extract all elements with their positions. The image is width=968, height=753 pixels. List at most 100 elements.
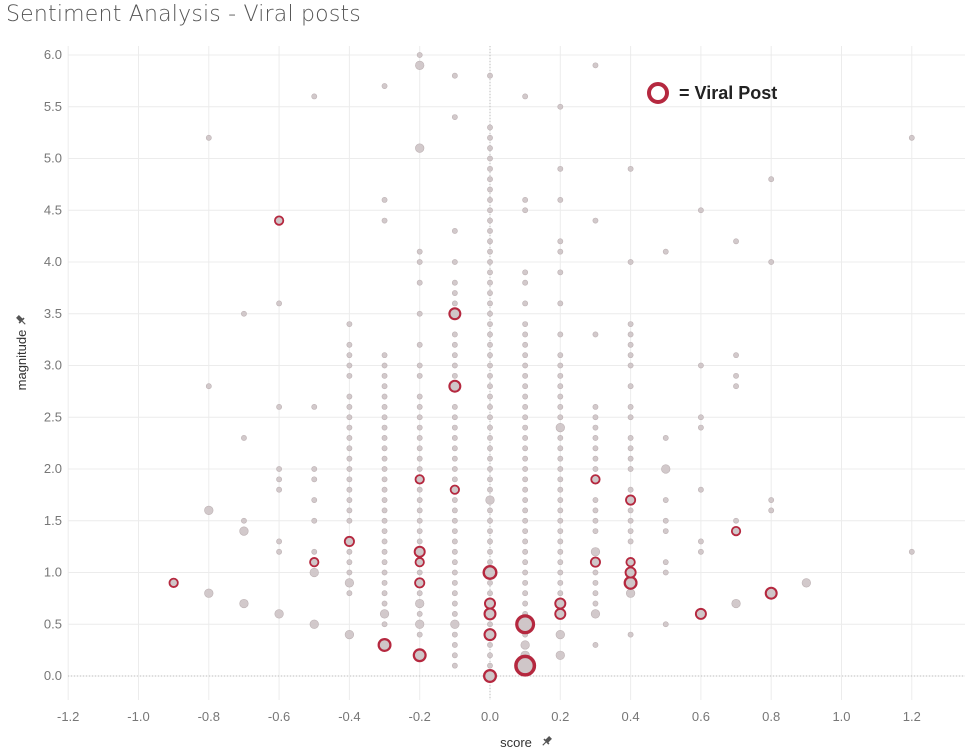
- zero-lines: [68, 46, 965, 700]
- y-tick-label: 3.0: [44, 358, 62, 373]
- x-tick-label: -0.2: [408, 709, 430, 724]
- data-point: [698, 548, 704, 555]
- data-point: [487, 548, 493, 555]
- viral-point: [168, 577, 179, 588]
- data-point: [276, 486, 282, 493]
- data-point: [592, 497, 599, 503]
- data-point: [346, 341, 353, 348]
- data-point: [346, 590, 353, 597]
- data-point: [557, 393, 564, 400]
- data-point: [487, 372, 493, 379]
- data-point: [487, 621, 493, 628]
- data-point: [487, 507, 493, 514]
- data-point: [451, 528, 458, 534]
- data-point: [451, 300, 458, 307]
- data-point: [451, 331, 458, 338]
- data-point: [416, 611, 423, 617]
- data-point: [487, 528, 493, 534]
- data-point: [627, 631, 634, 638]
- data-point: [592, 528, 599, 534]
- data-point: [416, 507, 423, 514]
- data-point: [522, 331, 529, 338]
- data-point: [381, 217, 388, 224]
- data-point: [627, 455, 634, 462]
- data-point: [522, 528, 529, 534]
- data-point: [627, 435, 634, 441]
- data-point: [204, 588, 214, 598]
- legend: = Viral Post: [647, 82, 777, 104]
- data-point: [346, 352, 353, 359]
- y-axis-pin-icon[interactable]: [15, 314, 28, 327]
- data-point: [698, 424, 704, 431]
- data-point: [487, 393, 493, 400]
- data-point: [346, 362, 353, 369]
- viral-point: [309, 557, 320, 568]
- data-point: [592, 590, 599, 597]
- data-point: [522, 590, 529, 597]
- data-point: [557, 590, 564, 597]
- y-tick-label: 0.0: [44, 668, 62, 683]
- viral-point: [377, 637, 392, 652]
- data-point: [451, 414, 458, 421]
- data-point: [239, 598, 249, 609]
- data-point: [451, 362, 458, 369]
- data-point: [416, 279, 423, 286]
- data-point: [451, 455, 458, 462]
- data-point: [768, 259, 775, 265]
- viral-point: [413, 545, 426, 558]
- data-point: [451, 445, 458, 452]
- data-point: [592, 217, 599, 224]
- data-point: [451, 279, 458, 286]
- y-tick-label: 6.0: [44, 47, 62, 62]
- data-point: [451, 259, 458, 265]
- data-point: [346, 424, 353, 431]
- data-point: [381, 372, 388, 379]
- data-point: [241, 310, 247, 317]
- data-point: [592, 62, 599, 69]
- data-point: [625, 588, 636, 598]
- y-tick-label: 5.5: [44, 99, 62, 114]
- data-point: [487, 424, 493, 431]
- data-point: [346, 507, 353, 514]
- data-point: [627, 165, 634, 172]
- data-point: [522, 559, 529, 566]
- viral-point: [514, 654, 537, 677]
- data-point: [416, 528, 423, 534]
- data-point: [627, 445, 634, 452]
- data-point: [520, 640, 530, 650]
- y-tick-label: 5.0: [44, 151, 62, 166]
- data-point: [768, 507, 775, 514]
- data-point: [416, 362, 423, 369]
- data-point: [381, 362, 388, 369]
- data-point: [522, 393, 529, 400]
- data-point: [487, 517, 493, 524]
- data-point: [346, 517, 353, 524]
- viral-point: [414, 474, 425, 485]
- data-point: [451, 590, 458, 597]
- data-point: [592, 435, 599, 441]
- data-point: [555, 423, 565, 433]
- data-point: [451, 228, 458, 234]
- data-point: [627, 341, 634, 348]
- data-point: [346, 445, 353, 452]
- data-point: [381, 393, 388, 400]
- data-point: [662, 569, 669, 576]
- data-point: [592, 569, 599, 576]
- data-point: [381, 517, 388, 524]
- data-point: [487, 176, 493, 183]
- data-point: [346, 559, 353, 566]
- data-point: [451, 476, 458, 483]
- data-point: [661, 464, 671, 474]
- data-point: [487, 238, 493, 245]
- data-point: [416, 497, 423, 503]
- data-point: [451, 114, 458, 120]
- data-point: [416, 631, 423, 638]
- y-tick-label: 0.5: [44, 616, 62, 631]
- y-axis-label: magnitude: [14, 330, 29, 391]
- x-tick-label: -0.8: [198, 709, 220, 724]
- x-axis-pin-icon[interactable]: [540, 735, 553, 748]
- data-point: [522, 414, 529, 421]
- data-point: [205, 134, 212, 141]
- data-point: [346, 372, 353, 379]
- data-point: [557, 445, 564, 452]
